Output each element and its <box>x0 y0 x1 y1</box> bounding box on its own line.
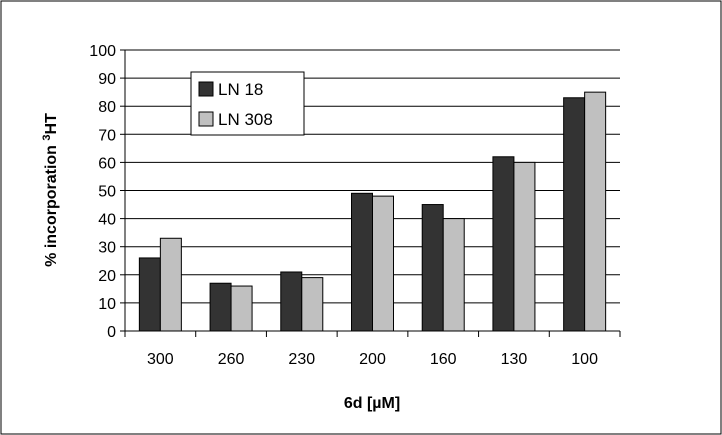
y-tick-label-0: 0 <box>107 324 116 341</box>
x-tick-labels: 300 260 230 200 160 130 100 <box>147 351 598 368</box>
x-tick-label-300: 300 <box>147 351 174 368</box>
bar-ln308-100 <box>584 91 607 332</box>
y-tick-label-40: 40 <box>98 212 116 229</box>
y-axis-title-main: % incorporation <box>43 141 60 267</box>
x-tick-label-130: 130 <box>501 351 528 368</box>
y-tick-labels: 0 10 20 30 40 50 60 70 80 90 100 <box>89 43 116 341</box>
axes <box>124 50 620 332</box>
x-tick-label-160: 160 <box>430 351 457 368</box>
y-axis-title: % incorporation 3HT <box>41 113 60 267</box>
bar-ln18-100 <box>563 97 586 332</box>
y-tick-label-100: 100 <box>89 43 116 60</box>
y-tick-label-20: 20 <box>98 268 116 285</box>
bar-ln18-230 <box>280 271 303 332</box>
bar-ln308-230 <box>301 277 324 332</box>
bar-ln308-260 <box>230 285 253 332</box>
x-tick-label-230: 230 <box>288 351 315 368</box>
y-tick-label-50: 50 <box>98 184 116 201</box>
legend-swatch-ln308 <box>198 111 214 127</box>
legend-label-ln18: LN 18 <box>218 80 263 99</box>
y-tick-label-70: 70 <box>98 127 116 144</box>
x-tick-label-260: 260 <box>218 351 245 368</box>
bar-ln18-260 <box>209 282 232 332</box>
y-axis-title-tail: HT <box>43 113 60 135</box>
y-tick-label-90: 90 <box>98 71 116 88</box>
y-tick-label-30: 30 <box>98 240 116 257</box>
x-axis-title: 6d [µM] <box>344 395 400 412</box>
x-tick-label-100: 100 <box>571 351 598 368</box>
bar-ln18-160 <box>421 204 444 332</box>
y-axis-title-superscript: 3 <box>41 134 53 140</box>
bar-ln18-130 <box>492 156 515 332</box>
bar-ln308-130 <box>513 161 536 332</box>
y-tick-label-10: 10 <box>98 296 116 313</box>
bar-ln18-300 <box>138 257 161 332</box>
bar-ln308-300 <box>159 237 182 332</box>
bar-ln308-160 <box>442 218 465 332</box>
x-tick-label-200: 200 <box>359 351 386 368</box>
legend-swatch-ln18 <box>198 81 214 97</box>
y-tick-label-60: 60 <box>98 155 116 172</box>
bars <box>138 91 607 332</box>
legend: LN 18 LN 308 <box>190 71 305 136</box>
y-tick-label-80: 80 <box>98 99 116 116</box>
bar-ln308-200 <box>372 195 394 332</box>
legend-label-ln308: LN 308 <box>218 110 273 129</box>
bar-ln18-200 <box>351 192 373 332</box>
